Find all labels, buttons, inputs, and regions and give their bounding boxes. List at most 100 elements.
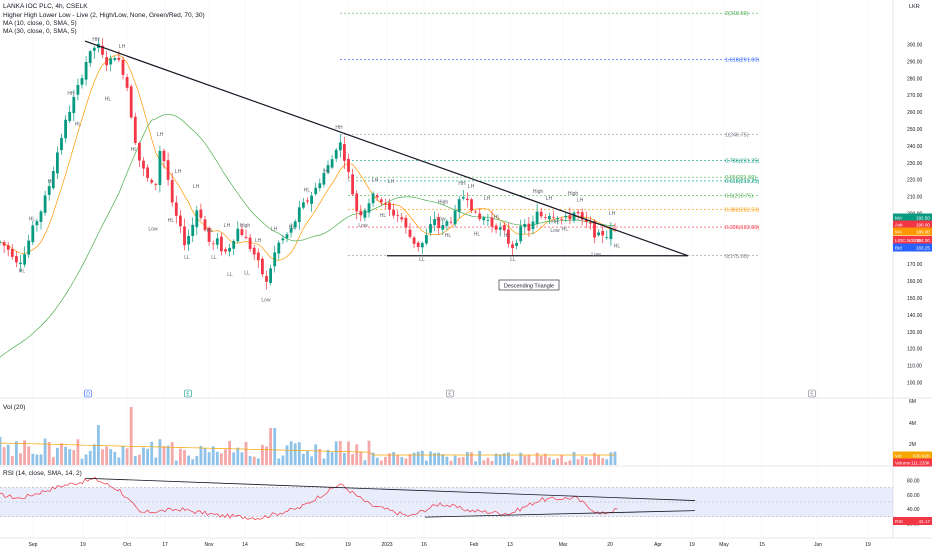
- time-tick: 19: [345, 542, 351, 548]
- volume-bar: [388, 453, 391, 465]
- candle-body: [334, 149, 338, 159]
- candle-body: [56, 152, 59, 174]
- volume-bar: [310, 456, 313, 465]
- candle-body: [330, 159, 334, 168]
- time-tick: Jun: [814, 542, 822, 548]
- fib-level-label: 2(318.50): [725, 11, 749, 17]
- hhll-label: HL: [48, 179, 55, 185]
- trendlines[interactable]: [84, 40, 689, 257]
- candle-body: [252, 247, 256, 255]
- volume-title[interactable]: Vol (20): [3, 404, 26, 411]
- candle-body: [597, 232, 600, 236]
- volume-bar: [121, 446, 125, 465]
- candle-body: [92, 47, 96, 51]
- volume-bar: [56, 447, 59, 465]
- hhll-label: HL: [19, 269, 26, 275]
- hhll-label: High: [438, 199, 449, 205]
- candle-body: [564, 215, 568, 218]
- candle-body: [293, 221, 297, 228]
- candlestick-series: [0, 38, 617, 290]
- volume-bar: [31, 453, 35, 465]
- volume-bar: [396, 454, 400, 465]
- volume-bar: [326, 449, 330, 465]
- candle-body: [68, 111, 72, 121]
- descending-trendline: [84, 40, 689, 257]
- fib-level-label: 0.65(221.50): [725, 175, 756, 181]
- candle-body: [306, 200, 309, 202]
- volume-bar: [109, 449, 113, 465]
- price-tick: 300.00: [907, 43, 923, 49]
- volume-bar: [392, 452, 395, 465]
- time-tick: 13: [507, 542, 513, 548]
- volume-bar: [334, 441, 338, 465]
- volume-bar: [72, 450, 76, 465]
- hhll-label: LL: [184, 255, 190, 261]
- candle-body: [76, 85, 80, 95]
- candle-body: [535, 211, 539, 224]
- volume-bar: [449, 460, 453, 465]
- volume-bar: [10, 455, 14, 465]
- candle-body: [121, 59, 125, 75]
- candle-body: [0, 241, 2, 243]
- hhll-label: LH: [577, 198, 584, 204]
- volume-bar: [371, 452, 375, 465]
- price-tag-bg: [893, 227, 932, 236]
- volume-tick: 6M: [909, 399, 916, 405]
- candle-body: [338, 142, 342, 151]
- candle-body: [277, 242, 281, 254]
- candle-body: [343, 144, 346, 161]
- candle-body: [273, 252, 277, 267]
- pattern-annotation[interactable]: Descending Triangle: [498, 279, 560, 291]
- volume-tick: 2M: [909, 442, 916, 448]
- volume-bar: [457, 457, 461, 465]
- candle-body: [433, 219, 436, 226]
- volume-bar: [564, 462, 568, 465]
- indicator-ma30[interactable]: MA (30, close, 0, SMA, 5): [3, 28, 77, 35]
- indicator-hhll[interactable]: Higher High Lower Low - Live (2, High/Lo…: [3, 12, 205, 19]
- hhll-label: HH: [335, 125, 343, 131]
- time-tick: Sep: [29, 542, 38, 548]
- candle-body: [101, 45, 104, 55]
- volume-bar: [179, 448, 182, 465]
- hhll-label: LH: [609, 211, 616, 217]
- volume-bar: [494, 453, 498, 465]
- volume-bar: [318, 449, 322, 465]
- candle-body: [129, 86, 133, 118]
- volume-bar: [248, 455, 252, 465]
- volume-bar: [64, 446, 67, 465]
- fib-level-label: 0.236(192.00): [725, 225, 759, 231]
- candle-body: [88, 51, 92, 64]
- event-marker: [84, 389, 92, 398]
- volume-bar: [105, 446, 108, 465]
- hhll-label: HL: [75, 122, 82, 128]
- volume-bar: [129, 407, 133, 465]
- price-tick: 240.00: [907, 144, 923, 150]
- volume-bar: [580, 455, 584, 465]
- candle-body: [400, 217, 404, 220]
- volume-bar: [519, 452, 523, 465]
- rsi-title[interactable]: RSI (14, close, SMA, 14, 2): [3, 470, 82, 477]
- time-tick: 17: [162, 542, 168, 548]
- volume-bar: [170, 442, 174, 465]
- indicator-ma10[interactable]: MA (10, close, 0, SMA, 5): [3, 20, 77, 27]
- price-tick: 290.00: [907, 59, 923, 65]
- rsi-tick: 40.00: [907, 507, 920, 513]
- price-tick: 130.00: [907, 330, 923, 336]
- candle-body: [23, 254, 26, 265]
- volume-bar: [199, 446, 203, 465]
- candle-body: [142, 160, 145, 169]
- candle-body: [470, 199, 473, 211]
- price-tick: 260.00: [907, 110, 923, 116]
- fib-level-label: 0.786(231.25): [725, 159, 759, 165]
- candle-body: [150, 180, 154, 183]
- price-tick: 220.00: [907, 178, 923, 184]
- volume-bar: [511, 459, 514, 465]
- candle-body: [580, 212, 584, 220]
- volume-bar: [408, 454, 412, 465]
- price-tick: 100.00: [907, 381, 923, 387]
- volume-bar: [507, 452, 510, 465]
- volume-bar: [441, 454, 445, 465]
- fib-level-label: 1.618(291.00): [725, 58, 759, 64]
- candle-body: [191, 224, 195, 236]
